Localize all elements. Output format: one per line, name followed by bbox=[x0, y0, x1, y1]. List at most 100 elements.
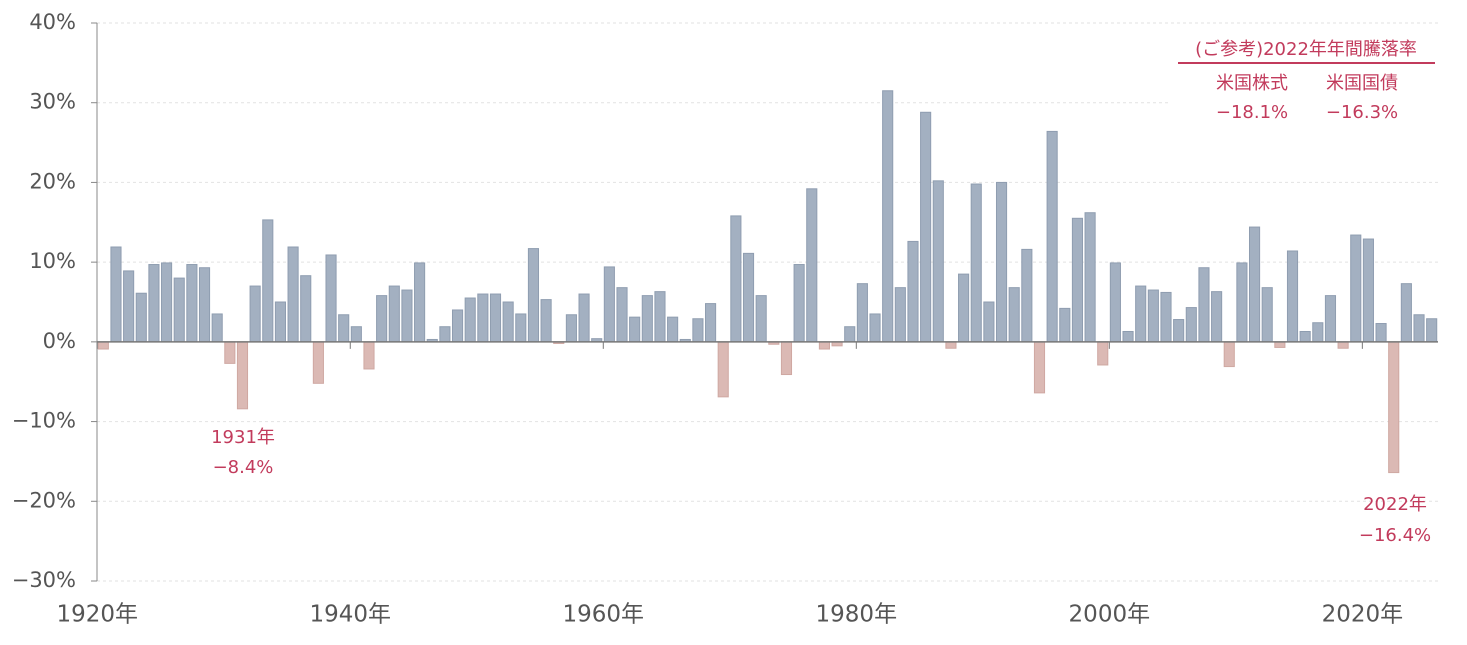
bar bbox=[730, 215, 742, 343]
bar bbox=[1173, 319, 1185, 343]
bar bbox=[1350, 234, 1362, 343]
bar bbox=[1160, 291, 1172, 343]
bar bbox=[869, 313, 881, 343]
y-tick-label: 30% bbox=[29, 90, 76, 114]
bar bbox=[1426, 318, 1438, 343]
bar bbox=[856, 283, 868, 343]
bar bbox=[262, 219, 274, 343]
bar bbox=[287, 246, 299, 343]
bar bbox=[565, 314, 577, 343]
bar bbox=[641, 295, 653, 343]
bar bbox=[578, 293, 590, 343]
bar bbox=[439, 326, 451, 343]
bar bbox=[1249, 226, 1261, 343]
bar bbox=[414, 262, 426, 343]
bar bbox=[654, 291, 666, 343]
bar bbox=[97, 341, 109, 350]
bar bbox=[249, 285, 261, 343]
bar bbox=[882, 90, 894, 343]
bar bbox=[1274, 341, 1286, 348]
bar bbox=[806, 188, 818, 343]
reference-bg bbox=[1170, 34, 1440, 128]
y-tick-label: 10% bbox=[29, 249, 76, 273]
bar bbox=[135, 292, 147, 343]
bar bbox=[1236, 262, 1248, 343]
bar bbox=[755, 295, 767, 343]
bar bbox=[958, 273, 970, 343]
bar bbox=[300, 275, 312, 343]
bar bbox=[717, 341, 729, 398]
bar bbox=[1388, 341, 1400, 474]
bar bbox=[1135, 285, 1147, 343]
bar bbox=[742, 252, 755, 343]
bar bbox=[667, 316, 679, 343]
bar bbox=[173, 277, 185, 343]
plot: −30% −20% −10% 0% 10% 20% 30% 40% 1920年 1940年 1960… bbox=[12, 10, 1438, 628]
bar bbox=[1198, 267, 1210, 343]
bar bbox=[1324, 295, 1337, 343]
annotation-1931: 1931年 −8.4% bbox=[211, 427, 275, 478]
x-tick-label: 1960年 bbox=[563, 602, 645, 628]
x-tick-label: 1940年 bbox=[309, 602, 391, 628]
bar bbox=[274, 301, 286, 343]
bar bbox=[844, 326, 856, 343]
bar bbox=[312, 341, 324, 384]
bar bbox=[1337, 341, 1349, 349]
reference-title: (ご参考)2022年年間騰落率 bbox=[1195, 39, 1417, 60]
y-tick-label: 40% bbox=[29, 10, 76, 34]
bar bbox=[1261, 287, 1273, 343]
annotation-value: −8.4% bbox=[213, 457, 274, 478]
bar bbox=[818, 341, 830, 350]
y-tick-label: −10% bbox=[12, 409, 76, 433]
reference-box: (ご参考)2022年年間騰落率 米国株式 −18.1% 米国国債 −16.3% bbox=[1170, 34, 1440, 128]
bar bbox=[1059, 307, 1071, 343]
bar bbox=[1071, 217, 1084, 343]
bar bbox=[1375, 323, 1387, 343]
bar bbox=[1084, 212, 1096, 343]
bar bbox=[1033, 341, 1046, 394]
x-tick-label: 1980年 bbox=[816, 602, 898, 628]
annotation-value: −16.4% bbox=[1359, 525, 1431, 546]
bar bbox=[970, 183, 982, 343]
bar bbox=[161, 262, 173, 343]
bar bbox=[1097, 341, 1109, 366]
bar bbox=[376, 295, 388, 343]
bar bbox=[1008, 287, 1020, 343]
annotation-year: 1931年 bbox=[211, 427, 275, 448]
bar bbox=[451, 309, 464, 343]
bar bbox=[1021, 248, 1033, 343]
bar bbox=[1362, 238, 1374, 343]
bar bbox=[1109, 262, 1121, 343]
bar bbox=[920, 111, 932, 343]
y-tick-label: −30% bbox=[12, 568, 76, 592]
bar bbox=[1211, 291, 1223, 343]
bar bbox=[464, 297, 476, 343]
bar bbox=[110, 246, 122, 343]
bar bbox=[1400, 283, 1412, 343]
bar bbox=[616, 287, 628, 343]
bar bbox=[1122, 330, 1134, 343]
bar bbox=[401, 289, 413, 343]
y-tick-label: −20% bbox=[12, 488, 76, 512]
bar bbox=[527, 248, 540, 343]
bar bbox=[236, 341, 249, 410]
bar bbox=[983, 301, 995, 343]
annotation-year: 2022年 bbox=[1363, 494, 1427, 515]
bar bbox=[894, 287, 906, 343]
bar bbox=[211, 313, 223, 343]
bar bbox=[363, 341, 375, 370]
bar bbox=[780, 341, 793, 376]
bar bbox=[388, 285, 400, 343]
bar bbox=[186, 264, 198, 343]
bar bbox=[148, 264, 160, 343]
bar bbox=[1299, 330, 1311, 343]
bar bbox=[502, 301, 514, 343]
x-tick-label: 1920年 bbox=[56, 602, 138, 628]
bar bbox=[338, 314, 350, 343]
bar bbox=[907, 240, 919, 343]
bar bbox=[692, 318, 704, 343]
bar bbox=[477, 293, 489, 343]
bar bbox=[1147, 289, 1159, 343]
bar bbox=[705, 303, 717, 343]
